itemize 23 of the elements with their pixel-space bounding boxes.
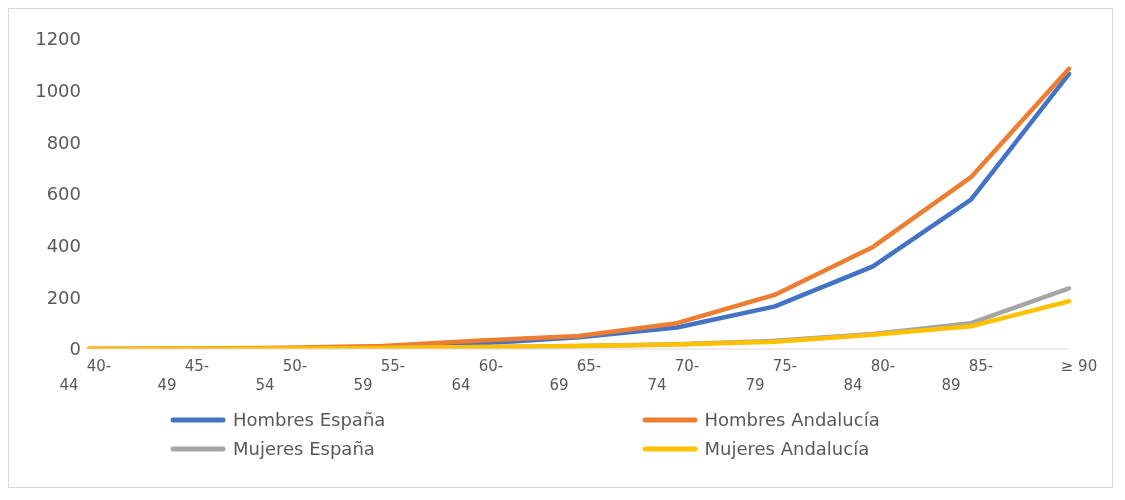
x-tick-label: 60-64 [451,357,504,394]
y-tick-label: 1200 [35,28,81,50]
y-tick-label: 400 [46,235,81,257]
y-tick-label: 200 [46,286,81,308]
legend-label: Mujeres España [233,438,375,459]
y-tick-label: 800 [46,131,81,153]
x-tick-label: 75-79 [745,357,798,394]
x-tick-label: 85-89 [941,357,994,394]
y-tick-label: 1000 [35,80,81,102]
x-tick-label: 70-74 [647,357,700,394]
x-tick-label: 40-44 [59,357,112,394]
legend-label: Hombres Andalucía [704,409,880,430]
x-tick-label: 45-49 [157,357,210,394]
y-tick-label: 0 [69,338,81,360]
legend-label: Mujeres Andalucía [704,438,870,459]
legend-label: Hombres España [233,409,386,430]
x-tick-label: ≥ 90 [1060,357,1098,375]
x-tick-label: 55-59 [353,357,406,394]
line-series [86,298,1072,349]
x-tick-label: 65-69 [549,357,602,394]
x-tick-label: 50-54 [255,357,308,394]
x-tick-label: 80-84 [843,357,896,394]
y-tick-label: 600 [46,183,81,205]
